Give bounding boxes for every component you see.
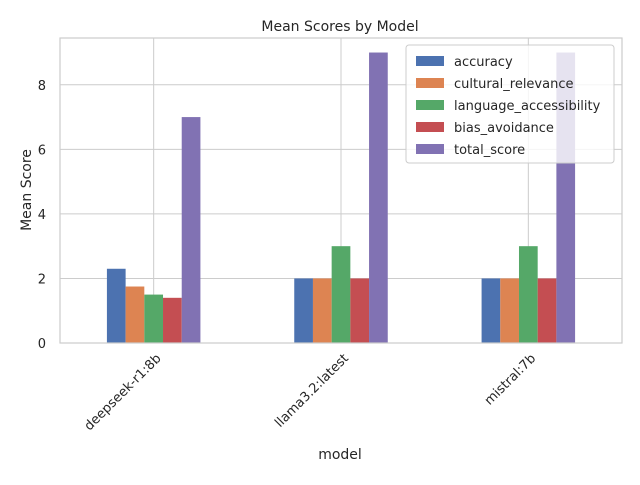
- x-tick-labels: deepseek-r1:8b llama3.2:latest mistral:7b: [82, 351, 539, 434]
- legend-label: accuracy: [454, 55, 513, 70]
- legend-swatch: [416, 100, 444, 110]
- legend-swatch: [416, 144, 444, 154]
- bars: [106, 52, 576, 344]
- chart-title: Mean Scores by Model: [261, 19, 418, 35]
- bar-total_score-0: [181, 117, 201, 344]
- y-tick-label: 0: [38, 337, 46, 352]
- legend-swatch: [416, 56, 444, 66]
- bar-accuracy-1: [294, 278, 313, 343]
- bar-cultural_relevance-2: [500, 278, 519, 343]
- legend-label: language_accessibility: [454, 99, 601, 114]
- y-axis-label: Mean Score: [19, 149, 35, 231]
- y-tick-label: 4: [38, 208, 46, 223]
- legend-box: [405, 44, 615, 164]
- x-tick-label: deepseek-r1:8b: [82, 351, 165, 434]
- bar-accuracy-0: [106, 268, 126, 343]
- bar-bias_avoidance-2: [537, 278, 557, 343]
- bar-language_accessibility-2: [518, 246, 538, 343]
- bar-accuracy-2: [481, 278, 501, 343]
- y-tick-label: 2: [38, 272, 46, 287]
- bar-cultural_relevance-0: [125, 286, 145, 343]
- legend-label: bias_avoidance: [454, 121, 554, 136]
- y-tick-label: 8: [38, 79, 46, 94]
- bar-cultural_relevance-1: [312, 278, 332, 343]
- x-axis-label: model: [318, 447, 362, 463]
- y-tick-labels: 0 2 4 6 8: [38, 79, 46, 352]
- y-tick-label: 6: [38, 143, 46, 158]
- bar-bias_avoidance-1: [350, 278, 370, 343]
- bar-language_accessibility-0: [144, 294, 164, 343]
- plot-frame: [59, 37, 623, 344]
- x-tick-label: mistral:7b: [482, 351, 539, 408]
- bar-total_score-1: [369, 52, 388, 344]
- bar-language_accessibility-1: [331, 246, 351, 343]
- legend-label: cultural_relevance: [454, 77, 573, 92]
- bar-bias_avoidance-0: [163, 297, 182, 343]
- x-tick-label: llama3.2:latest: [272, 351, 351, 430]
- legend: accuracy cultural_relevance language_acces…: [405, 44, 615, 164]
- legend-label: total_score: [454, 143, 525, 158]
- legend-swatch: [416, 122, 444, 132]
- legend-swatch: [416, 78, 444, 88]
